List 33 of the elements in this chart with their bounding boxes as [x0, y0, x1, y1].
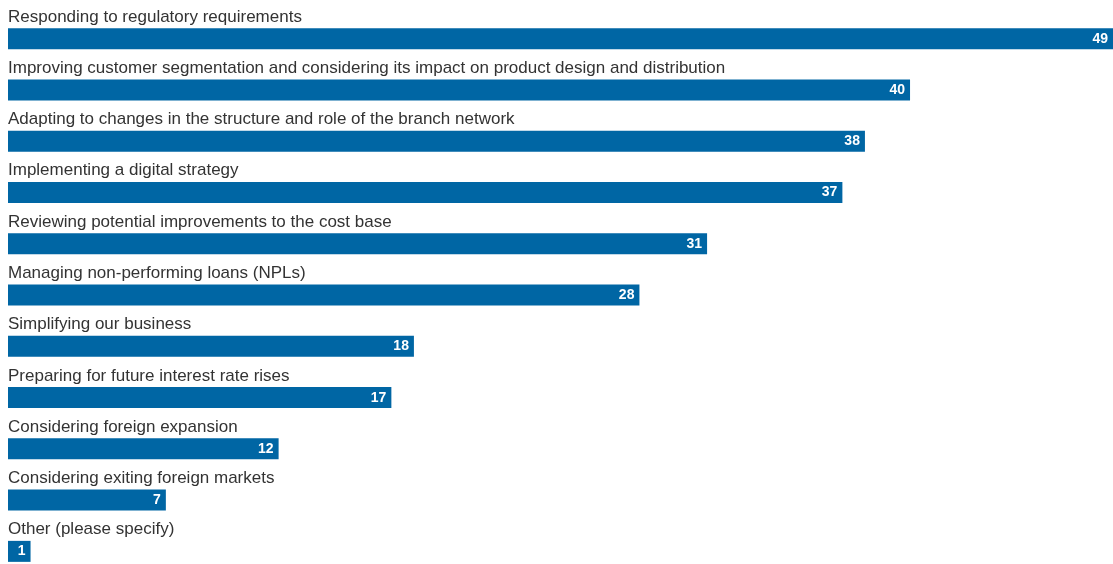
data-label: 7 — [153, 491, 162, 508]
y-tick-label: Considering foreign expansion — [8, 416, 238, 436]
y-tick-label: Implementing a digital strategy — [8, 160, 240, 180]
data-label: 12 — [258, 439, 274, 456]
data-label: 40 — [889, 80, 906, 97]
y-tick-label: Considering exiting foreign markets — [8, 468, 275, 488]
y-tick-label: Adapting to changes in the structure and role of the branch network — [8, 109, 516, 129]
bar — [8, 438, 279, 460]
y-tick-label: Other (please specify) — [8, 519, 175, 539]
bar — [8, 130, 865, 152]
data-label: 17 — [370, 388, 387, 405]
bar — [8, 387, 392, 409]
y-tick-label: Preparing for future interest rate rises — [8, 365, 290, 385]
data-label: 31 — [686, 234, 703, 251]
data-label: 38 — [844, 132, 861, 149]
bar — [8, 335, 414, 357]
data-label: 37 — [821, 183, 838, 200]
bar — [8, 233, 708, 255]
bar — [8, 79, 911, 101]
bar — [8, 540, 31, 562]
bar — [8, 181, 843, 203]
data-label: 28 — [618, 286, 635, 302]
y-tick-label: Responding to regulatory requirements — [8, 6, 302, 26]
data-label: 1 — [17, 542, 26, 559]
bar — [8, 28, 1113, 50]
y-tick-label: Simplifying our business — [8, 314, 192, 334]
data-label: 18 — [393, 337, 410, 354]
y-tick-label: Managing non-performing loans (NPLs) — [8, 263, 306, 282]
y-tick-label: Improving customer segmentation and considering its impact on product design and distribution — [8, 57, 726, 77]
bar — [8, 489, 166, 511]
data-label: 49 — [1092, 29, 1109, 46]
y-tick-label: Reviewing potential improvements to the cost base — [8, 211, 392, 231]
bar — [8, 284, 640, 306]
